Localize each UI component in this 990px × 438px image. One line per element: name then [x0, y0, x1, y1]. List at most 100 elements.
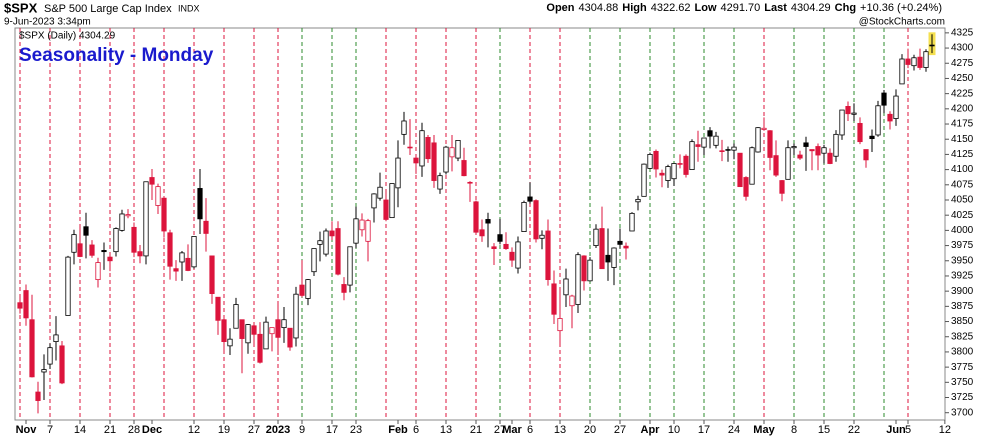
y-tick-label: 3850 — [951, 316, 974, 327]
candle-body — [437, 175, 443, 190]
candle-body — [467, 181, 473, 184]
candle-body — [743, 177, 749, 197]
x-tick-label: 5 — [905, 424, 911, 436]
candle-body — [119, 213, 125, 231]
candle-body — [323, 230, 329, 255]
candle-body — [479, 229, 485, 237]
candle-body — [827, 152, 833, 164]
plot-frame — [14, 27, 946, 421]
watermark: @StockCharts.com — [859, 17, 945, 28]
candle-body — [845, 106, 851, 115]
y-tick-label: 3900 — [951, 286, 974, 297]
y-tick-label: 4175 — [951, 119, 974, 130]
candle-body — [155, 186, 161, 206]
candle-body — [245, 324, 251, 344]
candle-body — [503, 243, 509, 250]
chart-title: Seasonality - Monday — [19, 45, 214, 66]
candle-body — [311, 248, 317, 273]
candle-body — [173, 268, 179, 272]
candle-body — [863, 149, 869, 161]
x-tick-label: Apr — [641, 424, 661, 436]
timestamp: 9-Jun-2023 3:34pm — [4, 17, 91, 28]
y-tick-label: 3950 — [951, 255, 974, 266]
candle-body — [731, 146, 737, 151]
candle-body — [617, 240, 623, 245]
quote-label: Low — [694, 2, 717, 14]
x-tick-label: 9 — [299, 424, 305, 436]
candle-body — [59, 345, 65, 384]
candle-body — [299, 284, 305, 296]
candle-body — [353, 218, 359, 244]
candle-body — [197, 188, 203, 220]
quote-label: High — [622, 2, 647, 14]
candle-body — [149, 177, 155, 185]
quote-value: 4322.62 — [650, 2, 691, 14]
candle-body — [125, 214, 131, 217]
candle-body — [839, 109, 845, 136]
candle-body — [95, 262, 101, 281]
candle-body — [893, 95, 899, 119]
candle-body — [905, 58, 911, 65]
candle-body — [587, 259, 593, 282]
y-tick-label: 4300 — [951, 43, 974, 54]
x-tick-label: 10 — [668, 424, 680, 436]
candle-body — [677, 163, 683, 165]
candle-body — [65, 256, 71, 316]
candle-body — [803, 142, 809, 147]
index-name: S&P 500 Large Cap Index — [44, 3, 172, 15]
candle-body — [695, 144, 701, 147]
x-tick-label: 6 — [527, 424, 533, 436]
candle-body — [881, 92, 887, 106]
x-tick-label: 24 — [728, 424, 740, 436]
candle-body — [47, 347, 53, 365]
candle-body — [413, 157, 419, 164]
y-tick-label: 3775 — [951, 362, 974, 373]
y-tick-label: 4125 — [951, 149, 974, 160]
candle-body — [77, 243, 83, 257]
y-tick-label: 3800 — [951, 347, 974, 358]
quote-value: +10.36 (+0.24%) — [860, 2, 942, 14]
x-tick-label: 17 — [698, 424, 710, 436]
candle-body — [251, 325, 257, 335]
quote-value: 4304.29 — [790, 2, 831, 14]
candle-body — [407, 146, 413, 149]
candle-body — [167, 232, 173, 267]
x-tick-label: Feb — [388, 424, 408, 436]
x-tick-label: 8 — [791, 424, 797, 436]
x-tick-label: 21 — [470, 424, 482, 436]
candle-body — [491, 246, 497, 250]
candle-body — [371, 193, 377, 209]
candle-body — [671, 163, 677, 180]
quote-label: Open — [546, 2, 575, 14]
candle-body — [89, 244, 95, 256]
candle-body — [473, 201, 479, 233]
candle-body — [239, 319, 245, 339]
candle-body — [641, 163, 647, 197]
y-tick-label: 4325 — [951, 28, 974, 39]
candle-body — [275, 319, 281, 338]
x-tick-label: Mar — [502, 424, 522, 436]
candle-body — [335, 228, 341, 275]
candle-body — [113, 228, 119, 253]
candle-body — [347, 246, 353, 286]
candle-body — [203, 220, 209, 234]
candle-body — [911, 57, 917, 67]
candle-body — [23, 290, 29, 319]
candle-body — [713, 135, 719, 146]
candle-body — [269, 327, 275, 335]
x-tick-label: 28 — [128, 424, 140, 436]
x-tick-label: Jun — [886, 424, 906, 436]
candle-body — [659, 172, 665, 176]
candle-body — [143, 181, 149, 257]
x-tick-label: May — [753, 424, 775, 436]
candle-body — [365, 220, 371, 242]
x-tick-label: 17 — [326, 424, 338, 436]
y-tick-label: 4100 — [951, 164, 974, 175]
candle-body — [545, 230, 551, 281]
candle-body — [521, 202, 527, 232]
y-tick-label: 4225 — [951, 88, 974, 99]
candle-body — [899, 58, 905, 85]
x-tick-label: 13 — [440, 424, 452, 436]
candle-body — [29, 319, 35, 378]
